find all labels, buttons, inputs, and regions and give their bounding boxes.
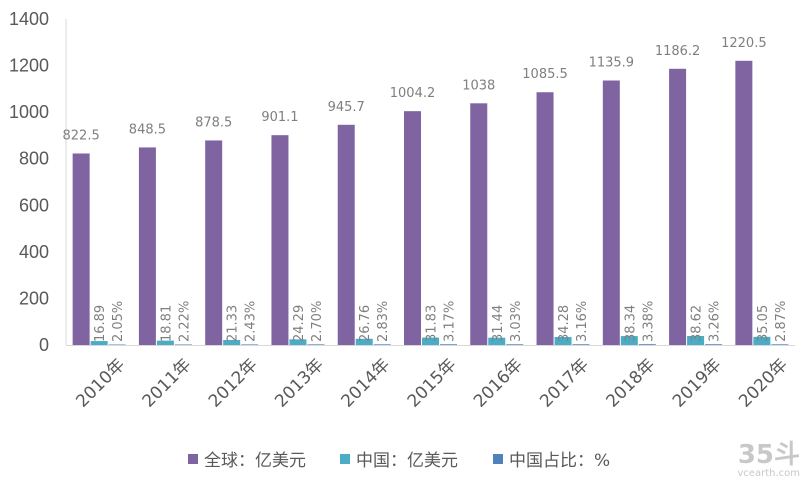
legend: 全球：亿美元 中国：亿美元 中国占比：% — [188, 451, 610, 471]
data-label-china: 34.28 — [557, 305, 572, 342]
legend-swatch-series2 — [340, 454, 350, 464]
x-tick-label: 2017年 — [536, 355, 593, 412]
bar-series2 — [355, 338, 373, 345]
bar-series3 — [705, 344, 723, 345]
data-label-china: 31.44 — [491, 305, 506, 342]
x-tick-label: 2018年 — [603, 355, 660, 412]
data-label-china: 26.76 — [358, 305, 373, 342]
x-tick-label: 2014年 — [337, 355, 394, 412]
bar-series3 — [771, 344, 789, 345]
data-label-china: 24.29 — [292, 305, 307, 342]
bar-series1 — [669, 68, 687, 346]
data-label-share: 2.05% — [111, 301, 126, 342]
y-axis: 0 200 400 600 800 1000 1200 1400 — [9, 9, 67, 355]
data-label-global: 1186.2 — [655, 44, 701, 59]
watermark-brand: 35斗 — [737, 440, 800, 470]
legend-label-series2: 中国：亿美元 — [356, 451, 458, 471]
bar-series2 — [687, 336, 705, 345]
watermark-logo: 35斗 vcearth.com — [737, 442, 800, 479]
bar-series2 — [289, 339, 307, 345]
bar-series1 — [470, 103, 488, 346]
y-tick-label: 600 — [19, 195, 49, 215]
data-label-global: 1038 — [462, 78, 495, 93]
bar-series1 — [72, 153, 90, 345]
data-label-china: 38.34 — [623, 305, 638, 342]
data-label-global: 1004.2 — [390, 86, 436, 101]
x-tick-label: 2016年 — [470, 355, 527, 412]
data-label-share: 2.43% — [244, 301, 259, 342]
bar-series2 — [488, 337, 506, 345]
bar-series3 — [241, 344, 259, 345]
data-label-share: 2.22% — [177, 301, 192, 342]
x-tick-label: 2020年 — [735, 355, 792, 412]
bar-series3 — [373, 344, 391, 345]
bar-series1 — [536, 92, 554, 345]
data-label-share: 2.87% — [774, 301, 789, 342]
data-label-global: 1220.5 — [721, 36, 767, 51]
data-label-share: 3.16% — [575, 301, 590, 342]
bar-series2 — [753, 336, 771, 345]
bar-series1 — [404, 111, 421, 345]
bar-series3 — [506, 344, 524, 345]
x-tick-label: 2013年 — [271, 355, 328, 412]
y-tick-label: 200 — [19, 288, 49, 308]
y-tick-label: 1000 — [9, 102, 49, 122]
bar-series3 — [572, 344, 590, 345]
bar-series3 — [174, 344, 192, 345]
data-label-china: 31.83 — [425, 305, 440, 342]
bar-series2 — [620, 336, 638, 345]
data-label-global: 822.5 — [63, 128, 100, 143]
data-label-global: 878.5 — [195, 115, 232, 130]
data-label-global: 945.7 — [328, 100, 365, 115]
x-tick-label: 2011年 — [139, 355, 196, 412]
bar-series3 — [440, 344, 457, 345]
bar-series1 — [735, 60, 753, 346]
bar-series2 — [422, 337, 439, 345]
y-tick-label: 1200 — [9, 56, 49, 76]
y-tick-label: 400 — [19, 242, 49, 262]
data-label-share: 3.26% — [708, 301, 723, 342]
x-tick-label: 2015年 — [404, 355, 461, 412]
x-tick-label: 2010年 — [72, 355, 129, 412]
data-label-share: 3.03% — [509, 301, 524, 342]
plot-area: 822.5 16.89 2.05% 848.5 18.81 2.22% 878.5 21.33… — [63, 36, 789, 346]
data-label-china: 38.62 — [690, 305, 705, 342]
legend-swatch-series1 — [188, 454, 198, 464]
data-label-global: 1135.9 — [589, 55, 635, 70]
data-label-share: 2.83% — [376, 301, 391, 342]
x-axis: 2010年 2011年 2012年 2013年 2014年 2015年 2016年 2017年… — [66, 345, 795, 412]
data-label-china: 35.05 — [756, 305, 771, 342]
bar-series1 — [337, 124, 355, 345]
bar-series1 — [205, 140, 223, 345]
data-label-china: 21.33 — [226, 305, 241, 342]
bar-series2 — [223, 340, 241, 345]
data-label-share: 3.38% — [641, 301, 656, 342]
legend-label-series3: 中国占比：% — [509, 451, 610, 471]
data-label-share: 2.70% — [310, 301, 325, 342]
watermark-url: vcearth.com — [737, 468, 800, 479]
bar-series1 — [602, 80, 620, 346]
bar-series3 — [638, 344, 656, 345]
data-label-share: 3.17% — [443, 301, 458, 342]
data-label-global: 901.1 — [261, 110, 298, 125]
data-label-global: 848.5 — [129, 122, 166, 137]
bar-series2 — [156, 340, 174, 345]
legend-label-series1: 全球：亿美元 — [204, 451, 306, 471]
x-tick-label: 2012年 — [205, 355, 262, 412]
bar-series3 — [307, 344, 325, 345]
legend-swatch-series3 — [493, 454, 503, 464]
data-label-global: 1085.5 — [522, 67, 568, 82]
bar-series1 — [271, 135, 289, 345]
y-tick-label: 800 — [19, 149, 49, 169]
y-tick-label: 0 — [39, 335, 49, 355]
x-tick-label: 2019年 — [669, 355, 726, 412]
data-label-china: 18.81 — [159, 305, 174, 342]
y-tick-label: 1400 — [9, 9, 49, 29]
data-label-china: 16.89 — [93, 305, 108, 342]
bar-series2 — [554, 337, 572, 345]
bar-series1 — [138, 147, 156, 345]
bar-series2 — [90, 341, 108, 345]
